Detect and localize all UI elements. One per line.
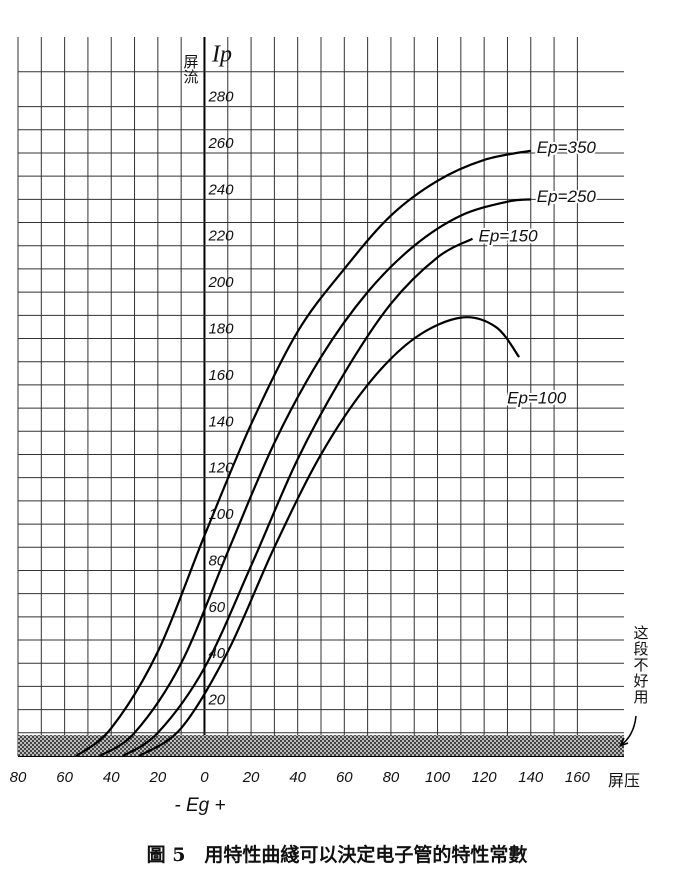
y-tick-label: 180 [208,320,234,337]
curve [98,198,531,757]
x-tick-label: 40 [103,769,120,786]
y-tick-label: 120 [208,460,234,477]
curve-label: Ep=250 [537,187,597,206]
y-label: 屏流 [182,54,199,85]
x-tick-label: 100 [425,769,451,786]
x-tick-label: 120 [472,769,498,786]
x-tick-label: 60 [56,769,73,786]
marks [18,149,624,757]
y-tick-label: 240 [207,181,234,198]
x-tick-label: 80 [10,769,27,786]
x-tick-label: 20 [149,769,167,786]
y-tick-label: 100 [208,506,234,523]
y-tick-label: 20 [207,692,225,709]
x-label: 屏压 [608,773,640,790]
annotation: 这段不好用 [632,625,649,705]
x-tick-label: 140 [518,769,544,786]
x-tick-label: 60 [336,769,353,786]
y-tick-label: 140 [208,413,234,430]
curve-label: Ep=100 [507,389,567,408]
x-sign-label: - Eg + [174,795,225,816]
x-tick-label: 0 [200,769,209,786]
x-tick-label: 20 [242,769,260,786]
annotation-arrowhead [619,737,629,747]
caption: 圖 5 用特性曲綫可以決定电子管的特性常數 [147,843,528,866]
y-label-symbol: Ip [211,42,232,68]
y-tick-label: 160 [208,367,234,384]
hatched-band [18,735,624,756]
curve-label: Ep=350 [537,138,597,157]
annotation-arrow [619,715,637,747]
curve [138,316,521,757]
x-tick-label: 80 [383,769,400,786]
y-tick-label: 220 [207,228,234,245]
y-tick-label: 60 [208,599,225,616]
y-tick-label: 80 [208,552,225,569]
y-tick-label: 40 [208,645,225,662]
y-tick-label: 200 [207,274,234,291]
y-tick-label: 260 [207,135,234,152]
curve [75,149,531,757]
x-tick-label: 40 [289,769,306,786]
y-tick-label: 280 [207,89,234,106]
x-tick-label: 160 [565,769,591,786]
curve [122,237,474,757]
curve-label: Ep=150 [479,226,539,245]
